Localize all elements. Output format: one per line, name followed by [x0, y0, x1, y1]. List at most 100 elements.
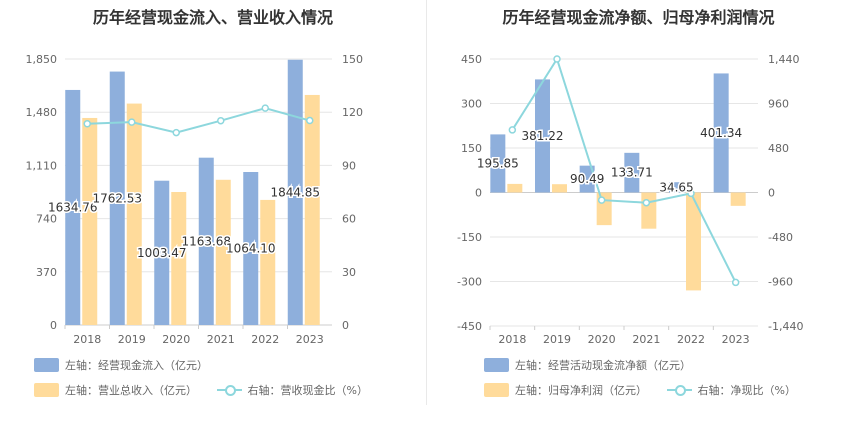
left-axis-tick-label: 450 — [461, 53, 482, 66]
left-axis-tick-label: 370 — [36, 266, 57, 279]
bar-primary — [579, 165, 595, 193]
right-axis-tick-label: 0 — [768, 187, 775, 200]
bar-data-label: 1634.76 — [48, 200, 98, 214]
bar-data-label: 34.65 — [659, 180, 693, 194]
legend-item-ratio[interactable]: 右轴：营收现金比（%） — [216, 382, 368, 398]
bar-data-label: 401.34 — [700, 126, 742, 140]
bar-data-label: 90.49 — [570, 172, 604, 186]
legend-item-cash-inflow[interactable]: 左轴：经营现金流入（亿元） — [34, 357, 208, 373]
bar-primary — [287, 59, 303, 326]
legend-swatch-line — [666, 383, 692, 397]
bar-secondary — [82, 117, 98, 325]
ratio-point — [731, 278, 740, 287]
bar-data-label: 1064.10 — [226, 241, 276, 255]
x-axis-tick-label: 2020 — [162, 333, 190, 346]
right-axis-tick-label: 1,440 — [768, 53, 800, 66]
bar-primary — [154, 180, 170, 325]
legend-label: 右轴：营收现金比（%） — [247, 384, 368, 397]
bar-primary — [490, 134, 506, 193]
ratio-point — [687, 189, 695, 198]
x-axis-tick-label: 2022 — [251, 333, 279, 346]
x-axis-tick-label: 2018 — [73, 333, 101, 346]
legend-label: 左轴：营业总收入（亿元） — [65, 384, 197, 397]
ratio-point — [597, 196, 606, 204]
chart-title-left: 历年经营现金流入、营业收入情况 — [92, 8, 333, 27]
bar-data-label: 1844.85 — [270, 185, 320, 199]
left-axis-tick-label: 1,480 — [26, 106, 58, 119]
ratio-point — [172, 128, 180, 137]
bar-secondary — [304, 94, 320, 325]
x-axis-tick-label: 2021 — [632, 333, 660, 346]
x-axis-tick-label: 2022 — [677, 333, 705, 346]
x-axis-tick-label: 2019 — [543, 333, 571, 346]
legend-item-net-cash[interactable]: 左轴：经营活动现金流净额（亿元） — [484, 357, 691, 373]
ratio-point — [642, 198, 651, 207]
legend-label: 左轴：经营活动现金流净额（亿元） — [515, 359, 691, 372]
bar-secondary — [126, 103, 142, 326]
bar-secondary — [686, 192, 701, 291]
bar-primary — [669, 182, 684, 193]
right-axis-tick-label: 30 — [342, 266, 356, 279]
legend-item-revenue[interactable]: 左轴：营业总收入（亿元） — [34, 382, 197, 398]
legend-label: 左轴：经营现金流入（亿元） — [65, 359, 208, 372]
bar-data-label: 195.85 — [477, 156, 519, 170]
legend-swatch-bar-orange — [484, 383, 509, 397]
legend-item-net-cash-ratio[interactable]: 右轴：净现比（%） — [666, 382, 796, 398]
x-axis-tick-label: 2023 — [296, 333, 324, 346]
bar-secondary — [215, 179, 231, 325]
x-axis-tick-label: 2018 — [498, 333, 526, 346]
legend-label: 右轴：净现比（%） — [697, 384, 796, 397]
left-axis-tick-label: 300 — [461, 98, 482, 111]
bar-primary — [198, 157, 214, 325]
panel-divider — [426, 0, 427, 405]
x-axis-tick-label: 2021 — [207, 333, 235, 346]
bar-primary — [65, 89, 81, 325]
bar-secondary — [260, 199, 276, 325]
bar-primary — [624, 152, 640, 193]
left-axis-tick-label: 0 — [475, 187, 482, 200]
bar-data-label: 1003.47 — [137, 246, 187, 260]
right-axis-tick-label: -1,440 — [768, 320, 803, 333]
chart-right: -450 -1,440 -300 -960 -150 -480 0 0 150 480 300 960… — [457, 53, 803, 346]
right-axis-tick-label: 90 — [342, 159, 356, 172]
legend-right-row1: 左轴：经营活动现金流净额（亿元） — [484, 357, 707, 375]
bar-primary — [243, 171, 259, 325]
ratio-point — [508, 126, 517, 134]
right-axis-tick-label: -480 — [768, 231, 793, 244]
left-axis-tick-label: -450 — [457, 320, 482, 333]
x-axis-tick-label: 2020 — [588, 333, 616, 346]
legend-left-row1: 左轴：经营现金流入（亿元） — [34, 357, 224, 375]
bar-primary — [535, 79, 550, 193]
right-axis-tick-label: -960 — [768, 276, 793, 289]
legend-swatch-bar-blue — [34, 358, 59, 372]
bar-secondary — [641, 192, 657, 229]
legend-swatch-bar-blue — [484, 358, 509, 372]
chart-title-right: 历年经营现金流净额、归母净利润情况 — [502, 8, 775, 27]
ratio-point — [261, 104, 269, 112]
right-axis-tick-label: 60 — [342, 213, 356, 226]
right-axis-tick-label: 960 — [768, 98, 789, 111]
left-axis-tick-label: 150 — [461, 142, 482, 155]
bar-data-label: 133.71 — [611, 166, 653, 180]
right-axis-tick-label: 0 — [342, 319, 349, 332]
bar-secondary — [730, 192, 746, 206]
ratio-point — [553, 55, 561, 63]
legend-label: 左轴：归母净利润（亿元） — [515, 384, 647, 397]
bar-secondary — [552, 184, 567, 193]
left-axis-tick-label: 740 — [36, 213, 57, 226]
left-axis-tick-label: -300 — [457, 276, 482, 289]
right-axis-tick-label: 120 — [342, 106, 363, 119]
bar-secondary — [171, 192, 187, 325]
legend-swatch-bar-orange — [34, 383, 59, 397]
left-axis-tick-label: -150 — [457, 231, 482, 244]
left-axis-tick-label: 1,110 — [26, 159, 58, 172]
bar-secondary — [507, 183, 523, 193]
left-axis-tick-label: 1,850 — [26, 53, 58, 66]
legend-item-net-profit[interactable]: 左轴：归母净利润（亿元） — [484, 382, 647, 398]
left-axis-tick-label: 0 — [50, 319, 57, 332]
chart-left: 0 0 370 30 740 60 1,110 90 1,480 120 1,850 150 2018 2… — [26, 53, 364, 346]
ratio-point — [217, 116, 225, 125]
ratio-point — [83, 119, 91, 128]
bar-data-label: 1163.68 — [181, 234, 231, 248]
